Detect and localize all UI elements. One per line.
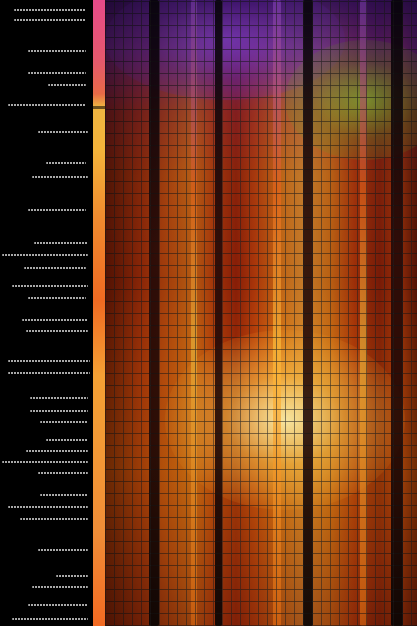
text-line — [28, 209, 86, 211]
vertical-color-strip — [93, 0, 105, 626]
text-line — [12, 618, 88, 620]
text-line — [14, 9, 86, 11]
text-line — [38, 131, 88, 133]
strip-gap — [93, 106, 105, 109]
grid-highlight — [105, 0, 417, 626]
text-line — [12, 285, 88, 287]
text-line — [28, 50, 86, 52]
text-line — [30, 397, 88, 399]
text-line — [46, 162, 86, 164]
text-line — [38, 472, 88, 474]
text-line — [28, 72, 86, 74]
text-line — [40, 421, 88, 423]
text-line — [8, 360, 90, 362]
text-line — [56, 575, 88, 577]
text-line — [26, 450, 88, 452]
text-line — [28, 297, 86, 299]
text-line — [2, 254, 88, 256]
text-line — [48, 84, 86, 86]
text-line — [46, 439, 88, 441]
text-line — [26, 330, 88, 332]
text-line — [8, 104, 86, 106]
text-line — [24, 267, 86, 269]
text-line — [14, 19, 86, 21]
text-line — [32, 176, 88, 178]
left-text-panel — [0, 0, 93, 626]
text-line — [22, 319, 88, 321]
text-line — [2, 461, 88, 463]
text-line — [8, 372, 90, 374]
text-line — [30, 410, 88, 412]
text-line — [32, 586, 88, 588]
text-line — [40, 494, 88, 496]
text-line — [8, 506, 88, 508]
text-line — [20, 518, 88, 520]
text-line — [38, 549, 88, 551]
text-line — [28, 604, 88, 606]
text-line — [34, 242, 88, 244]
gradient-grid-area — [105, 0, 417, 626]
